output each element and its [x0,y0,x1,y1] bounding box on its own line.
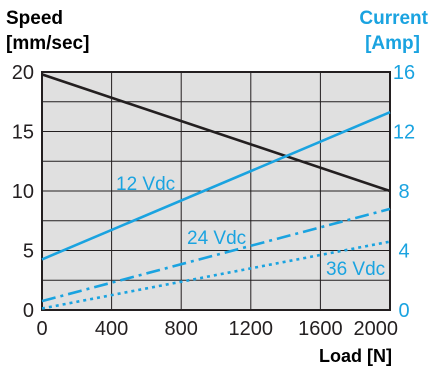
x-tick-label: 1200 [229,318,274,340]
series-label-36vdc: 36 Vdc [326,259,385,280]
y-left-tick-label: 5 [23,241,34,263]
current-line-24vdc [41,207,391,303]
right-axis-label-line1: Current [359,8,428,29]
series-layer [41,73,391,310]
x-tick-label: 2000 [354,318,399,340]
x-tick-label: 800 [165,318,198,340]
y-right-tick-label: 4 [398,241,409,263]
current-line-36vdc [41,240,391,310]
x-axis-label: Load [N] [319,346,392,366]
y-right-tick-label: 16 [393,62,415,84]
x-tick-label: 0 [36,318,47,340]
y-left-tick-label: 20 [12,62,34,84]
x-tick-label: 1600 [298,318,343,340]
y-left-tick-label: 10 [12,181,34,203]
x-tick-label: 400 [95,318,128,340]
y-right-tick-label: 0 [398,300,409,322]
y-right-tick-label: 12 [393,122,415,144]
series-label-24vdc: 24 Vdc [187,228,246,249]
current-line-12vdc [41,111,391,261]
series-label-12vdc: 12 Vdc [116,174,175,195]
y-left-tick-label: 0 [23,300,34,322]
y-right-tick-label: 8 [398,181,409,203]
speed-line [41,73,391,193]
y-left-tick-label: 15 [12,122,34,144]
right-axis-label-line2: [Amp] [365,33,420,54]
left-axis-label-line1: Speed [6,8,63,29]
tick-labels: 0 5 10 15 20 0 4 8 12 16 0 400 800 1200 1600 2000 [12,62,415,340]
left-axis-label-line2: [mm/sec] [6,33,89,54]
